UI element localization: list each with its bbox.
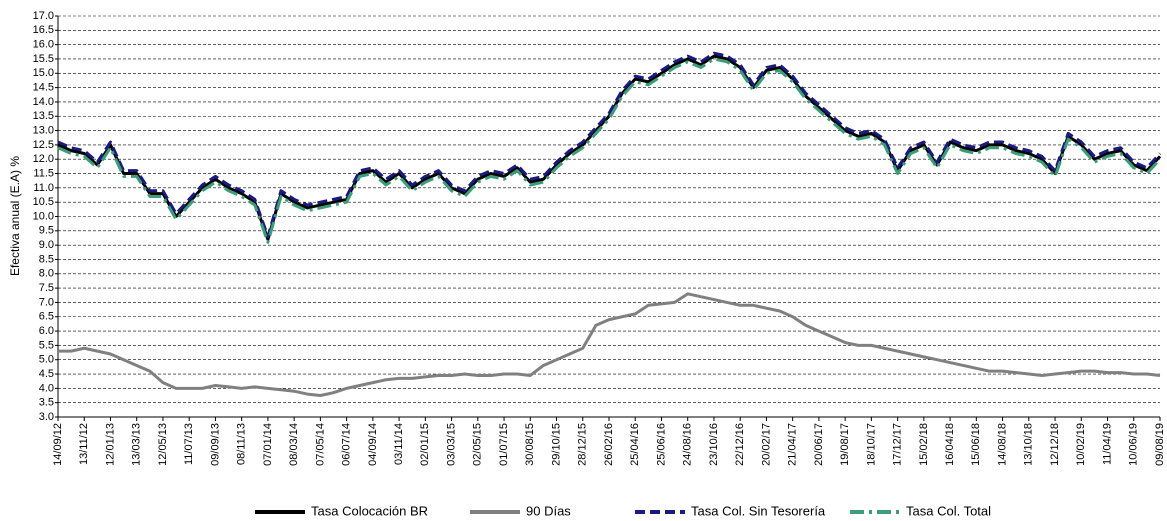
x-tick-label: 10/02/19 (1075, 423, 1087, 466)
x-tick-label: 15/06/18 (970, 423, 982, 466)
y-tick-label: 4.0 (39, 382, 54, 394)
x-tick-label: 17/12/17 (892, 423, 904, 466)
y-tick-label: 15.5 (33, 53, 54, 65)
x-tick-label: 25/06/16 (655, 423, 667, 466)
x-tick-label: 09/08/19 (1154, 423, 1166, 466)
x-tick-label: 08/11/13 (236, 423, 248, 465)
legend-label: 90 Días (526, 503, 571, 518)
x-tick-label: 23/10/16 (708, 423, 720, 466)
legend-label: Tasa Col. Sin Tesorería (691, 503, 826, 518)
y-tick-label: 15.0 (33, 67, 54, 79)
x-tick-label: 01/07/15 (498, 423, 510, 466)
x-tick-label: 07/05/14 (314, 423, 326, 466)
x-tick-label: 22/12/16 (734, 423, 746, 466)
x-tick-label: 09/09/13 (209, 423, 221, 466)
x-tick-label: 29/10/15 (550, 423, 562, 466)
y-tick-label: 10.5 (33, 196, 54, 208)
x-tick-label: 13/03/13 (131, 423, 143, 466)
y-tick-label: 6.5 (39, 311, 54, 323)
series-line (58, 292, 1161, 398)
y-axis-title: Efectiva anual (E.A) % (8, 156, 22, 276)
x-tick-label: 13/11/12 (78, 423, 90, 465)
y-tick-label: 8.5 (39, 253, 54, 265)
x-tick-label: 14/08/18 (996, 423, 1008, 466)
x-tick-label: 03/03/15 (445, 423, 457, 466)
x-tick-label: 11/07/13 (183, 423, 195, 465)
y-tick-label: 17.0 (33, 10, 54, 22)
x-tick-label: 06/07/14 (341, 423, 353, 466)
x-tick-label: 16/04/18 (944, 423, 956, 466)
x-tick-label: 20/02/17 (760, 423, 772, 466)
x-tick-label: 04/09/14 (367, 423, 379, 466)
y-tick-label: 9.0 (39, 239, 54, 251)
y-tick-label: 13.0 (33, 124, 54, 136)
y-tick-label: 16.5 (33, 24, 54, 36)
y-tick-label: 4.5 (39, 368, 54, 380)
legend-label: Tasa Colocación BR (311, 503, 428, 518)
y-tick-label: 9.5 (39, 225, 54, 237)
y-tick-label: 5.5 (39, 339, 54, 351)
x-tick-label: 10/06/19 (1128, 423, 1140, 466)
x-tick-label: 13/10/18 (1023, 423, 1035, 466)
y-tick-label: 12.0 (33, 153, 54, 165)
x-tick-label: 03/11/14 (393, 423, 405, 465)
x-tick-label: 02/05/15 (472, 423, 484, 466)
x-tick-label: 26/02/16 (603, 423, 615, 466)
y-tick-label: 7.5 (39, 282, 54, 294)
x-tick-label: 18/10/17 (865, 423, 877, 466)
y-tick-label: 3.0 (39, 411, 54, 423)
series-line (57, 57, 1162, 244)
y-tick-label: 16.0 (33, 39, 54, 51)
x-tick-label: 25/04/16 (629, 423, 641, 466)
x-tick-label: 30/08/15 (524, 423, 536, 466)
y-tick-label: 11.5 (33, 167, 54, 179)
y-tick-label: 6.0 (39, 325, 54, 337)
y-tick-label: 3.5 (39, 397, 54, 409)
x-tick-label: 28/12/15 (577, 423, 589, 466)
y-tick-label: 12.5 (33, 139, 54, 151)
x-tick-label: 21/04/17 (787, 423, 799, 466)
x-tick-label: 07/01/14 (262, 423, 274, 466)
y-tick-label: 7.0 (39, 296, 54, 308)
y-tick-label: 8.0 (39, 268, 54, 280)
x-tick-label: 14/09/12 (52, 423, 64, 466)
y-tick-label: 11.0 (33, 182, 54, 194)
y-tick-label: 14.0 (33, 96, 54, 108)
legend-label: Tasa Col. Total (906, 503, 991, 518)
y-tick-label: 13.5 (33, 110, 54, 122)
y-tick-label: 14.5 (33, 82, 54, 94)
x-tick-label: 24/08/16 (682, 423, 694, 466)
x-tick-label: 12/05/13 (157, 423, 169, 466)
x-tick-label: 12/12/18 (1049, 423, 1061, 466)
x-tick-label: 15/02/18 (918, 423, 930, 466)
y-tick-label: 10.0 (33, 210, 54, 222)
x-tick-label: 12/01/13 (104, 423, 116, 466)
series-line (57, 51, 1162, 239)
x-tick-label: 08/03/14 (288, 423, 300, 466)
y-tick-label: 5.0 (39, 354, 54, 366)
x-tick-label: 02/01/15 (419, 423, 431, 466)
x-tick-label: 20/06/17 (813, 423, 825, 466)
x-tick-label: 19/08/17 (839, 423, 851, 466)
x-tick-label: 11/04/19 (1101, 423, 1113, 465)
